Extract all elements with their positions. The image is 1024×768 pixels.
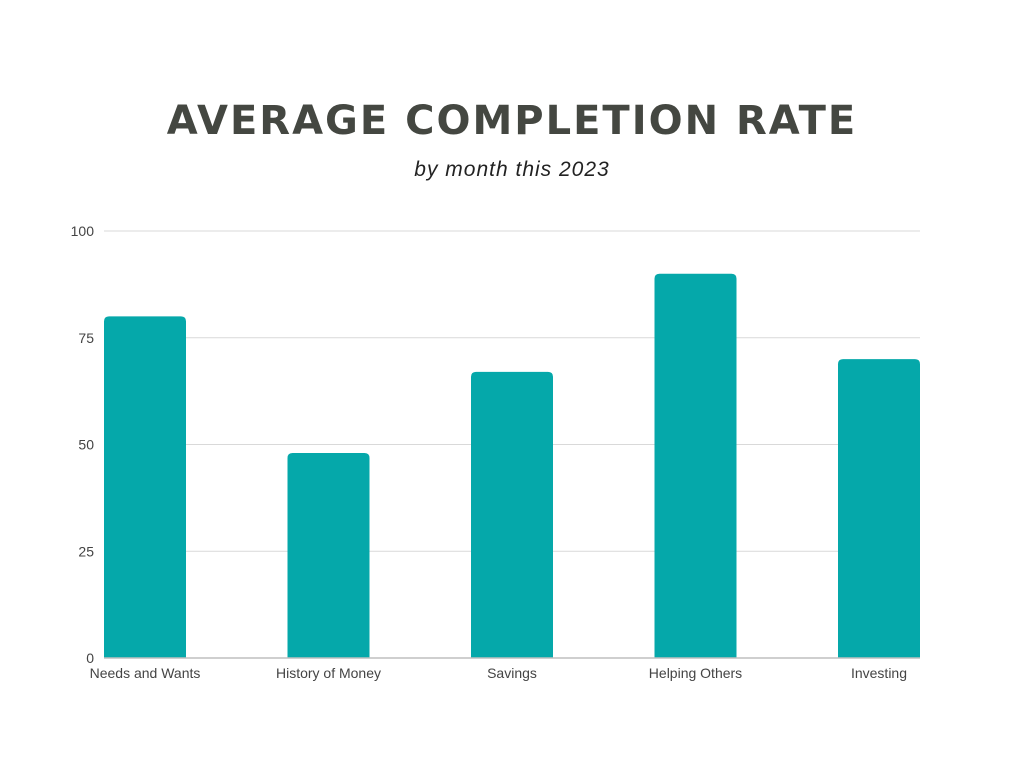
x-tick-label: Investing	[851, 665, 907, 681]
y-tick-label: 75	[78, 330, 94, 346]
y-axis-ticks: 0 25 50 75 100	[71, 223, 95, 666]
bar	[104, 316, 186, 658]
y-tick-label: 50	[78, 437, 94, 453]
bar	[654, 273, 737, 658]
y-tick-label: 100	[71, 223, 95, 239]
x-tick-label: Helping Others	[649, 665, 742, 681]
bars	[104, 273, 920, 658]
y-tick-label: 25	[78, 543, 94, 559]
chart-title: AVERAGE COMPLETION RATE	[166, 98, 858, 144]
x-axis-labels: Needs and Wants History of Money Savings He…	[90, 665, 907, 681]
x-tick-label: Savings	[487, 665, 537, 681]
bar	[838, 359, 920, 658]
x-tick-label: Needs and Wants	[90, 665, 201, 681]
y-tick-label: 0	[86, 650, 94, 666]
bar	[287, 453, 370, 658]
x-tick-label: History of Money	[276, 665, 381, 681]
chart-subtitle: by month this 2023	[414, 158, 610, 181]
bar	[471, 371, 553, 658]
